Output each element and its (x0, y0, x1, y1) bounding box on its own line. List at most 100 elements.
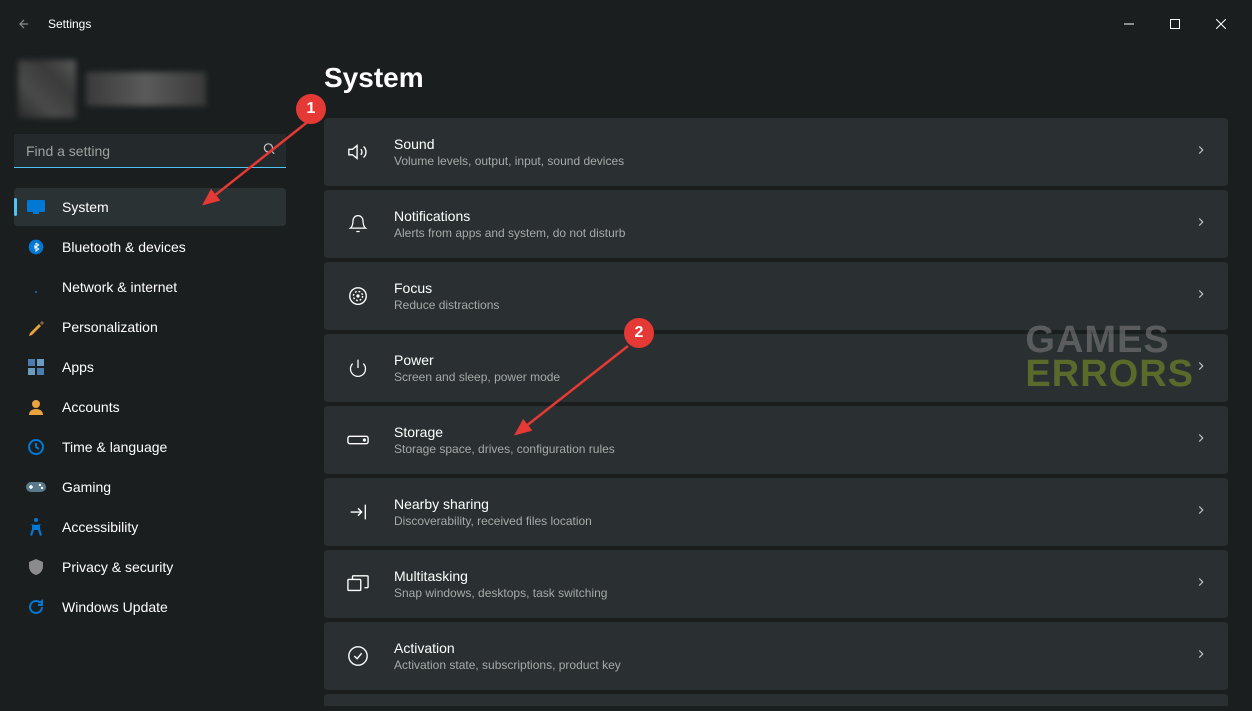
accounts-icon (26, 397, 46, 417)
annotation-badge-2: 2 (624, 318, 654, 348)
card-text: Activation Activation state, subscriptio… (394, 640, 1194, 672)
card-title: Notifications (394, 208, 1194, 224)
card-title: Nearby sharing (394, 496, 1194, 512)
sidebar-item-network[interactable]: Network & internet (14, 268, 286, 306)
apps-icon (26, 357, 46, 377)
window-title: Settings (48, 17, 91, 31)
sidebar-item-label: Apps (62, 359, 94, 375)
settings-card-power[interactable]: Power Screen and sleep, power mode (324, 334, 1228, 402)
close-button[interactable] (1198, 8, 1244, 40)
card-text: Power Screen and sleep, power mode (394, 352, 1194, 384)
notifications-icon (344, 210, 372, 238)
sidebar-item-update[interactable]: Windows Update (14, 588, 286, 626)
card-text: Sound Volume levels, output, input, soun… (394, 136, 1194, 168)
bluetooth-icon (26, 237, 46, 257)
sidebar-item-system[interactable]: System (14, 188, 286, 226)
time-icon (26, 437, 46, 457)
sidebar-item-accessibility[interactable]: Accessibility (14, 508, 286, 546)
card-subtitle: Activation state, subscriptions, product… (394, 658, 1194, 672)
sidebar-item-label: Windows Update (62, 599, 168, 615)
card-text: Multitasking Snap windows, desktops, tas… (394, 568, 1194, 600)
nav-list: System Bluetooth & devices Network & inter… (14, 188, 286, 626)
card-subtitle: Snap windows, desktops, task switching (394, 586, 1194, 600)
annotation-badge-1: 1 (296, 94, 326, 124)
sidebar-item-label: Accessibility (62, 519, 138, 535)
update-icon (26, 597, 46, 617)
network-icon (26, 277, 46, 297)
card-title: Multitasking (394, 568, 1194, 584)
settings-card-sound[interactable]: Sound Volume levels, output, input, soun… (324, 118, 1228, 186)
settings-card-nearby[interactable]: Nearby sharing Discoverability, received… (324, 478, 1228, 546)
sidebar-item-label: Personalization (62, 319, 158, 335)
search-box (14, 134, 286, 168)
card-title: Power (394, 352, 1194, 368)
card-subtitle: Alerts from apps and system, do not dist… (394, 226, 1194, 240)
settings-card-partial (324, 694, 1228, 706)
card-subtitle: Screen and sleep, power mode (394, 370, 1194, 384)
chevron-right-icon (1194, 143, 1208, 162)
chevron-right-icon (1194, 575, 1208, 594)
card-subtitle: Reduce distractions (394, 298, 1194, 312)
chevron-right-icon (1194, 647, 1208, 666)
chevron-right-icon (1194, 431, 1208, 450)
card-subtitle: Volume levels, output, input, sound devi… (394, 154, 1194, 168)
multitasking-icon (344, 570, 372, 598)
sidebar-item-label: Network & internet (62, 279, 177, 295)
personalization-icon (26, 317, 46, 337)
sidebar-item-label: Time & language (62, 439, 167, 455)
minimize-button[interactable] (1106, 8, 1152, 40)
sidebar-item-personalization[interactable]: Personalization (14, 308, 286, 346)
gaming-icon (26, 477, 46, 497)
back-button[interactable] (8, 8, 40, 40)
sidebar-item-label: Accounts (62, 399, 120, 415)
content: System Sound Volume levels, output, inpu… (300, 48, 1252, 711)
maximize-button[interactable] (1152, 8, 1198, 40)
sidebar-item-label: Privacy & security (62, 559, 173, 575)
settings-card-multitasking[interactable]: Multitasking Snap windows, desktops, tas… (324, 550, 1228, 618)
main-container: System Bluetooth & devices Network & inter… (0, 48, 1252, 711)
avatar (18, 60, 76, 118)
page-title: System (324, 62, 1228, 94)
settings-card-activation[interactable]: Activation Activation state, subscriptio… (324, 622, 1228, 690)
privacy-icon (26, 557, 46, 577)
sidebar: System Bluetooth & devices Network & inter… (0, 48, 300, 711)
sidebar-item-privacy[interactable]: Privacy & security (14, 548, 286, 586)
card-subtitle: Discoverability, received files location (394, 514, 1194, 528)
card-text: Focus Reduce distractions (394, 280, 1194, 312)
sidebar-item-apps[interactable]: Apps (14, 348, 286, 386)
sidebar-item-accounts[interactable]: Accounts (14, 388, 286, 426)
chevron-right-icon (1194, 359, 1208, 378)
system-icon (26, 197, 46, 217)
chevron-right-icon (1194, 503, 1208, 522)
sidebar-item-gaming[interactable]: Gaming (14, 468, 286, 506)
settings-card-notifications[interactable]: Notifications Alerts from apps and syste… (324, 190, 1228, 258)
sidebar-item-time[interactable]: Time & language (14, 428, 286, 466)
titlebar: Settings (0, 0, 1252, 48)
user-info (86, 72, 206, 106)
focus-icon (344, 282, 372, 310)
card-title: Activation (394, 640, 1194, 656)
sidebar-item-label: Bluetooth & devices (62, 239, 186, 255)
sidebar-item-bluetooth[interactable]: Bluetooth & devices (14, 228, 286, 266)
card-title: Storage (394, 424, 1194, 440)
card-text: Storage Storage space, drives, configura… (394, 424, 1194, 456)
sidebar-item-label: System (62, 199, 109, 215)
nearby-icon (344, 498, 372, 526)
card-title: Sound (394, 136, 1194, 152)
settings-card-storage[interactable]: Storage Storage space, drives, configura… (324, 406, 1228, 474)
chevron-right-icon (1194, 215, 1208, 234)
card-title: Focus (394, 280, 1194, 296)
activation-icon (344, 642, 372, 670)
settings-card-focus[interactable]: Focus Reduce distractions (324, 262, 1228, 330)
search-input[interactable] (14, 134, 286, 168)
power-icon (344, 354, 372, 382)
sidebar-item-label: Gaming (62, 479, 111, 495)
storage-icon (344, 426, 372, 454)
user-section[interactable] (14, 56, 286, 134)
accessibility-icon (26, 517, 46, 537)
search-icon[interactable] (262, 142, 276, 161)
settings-list: Sound Volume levels, output, input, soun… (324, 118, 1228, 706)
card-subtitle: Storage space, drives, configuration rul… (394, 442, 1194, 456)
sound-icon (344, 138, 372, 166)
card-text: Notifications Alerts from apps and syste… (394, 208, 1194, 240)
